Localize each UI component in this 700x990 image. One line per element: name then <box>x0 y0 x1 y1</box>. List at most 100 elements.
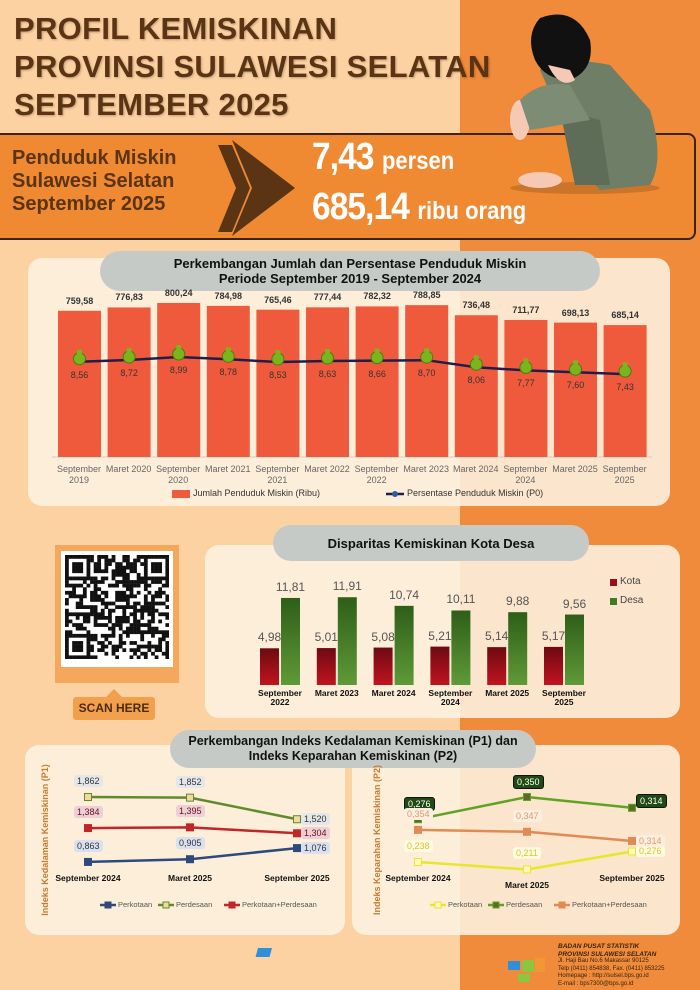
legend-label-line: Persentase Penduduk Miskin (P0) <box>407 488 544 498</box>
x-tick-label: September 2020 <box>156 464 201 485</box>
data-point-marker <box>186 823 194 832</box>
money-bag-icon-top <box>225 347 231 352</box>
bar-desa <box>394 605 414 685</box>
data-point-marker <box>186 793 194 802</box>
data-label: 0,354 <box>404 807 433 820</box>
bar-value-label: 5,21 <box>428 628 452 643</box>
bar-value-label: 5,08 <box>371 629 395 644</box>
legend-label: Perkotaan+Perdesaan <box>242 900 317 909</box>
legend-swatch-bar <box>172 490 190 498</box>
bar-jumlah <box>58 310 101 457</box>
org-homepage-link[interactable]: Homepage : http://sulsel.bps.go.id <box>558 973 649 979</box>
bar-jumlah <box>554 322 597 457</box>
data-point-marker <box>414 825 422 834</box>
data-label: 1,304 <box>301 827 330 840</box>
legend-label: Perdesaan <box>506 900 543 909</box>
data-label: 1,862 <box>74 775 103 787</box>
scan-pointer <box>106 689 122 697</box>
bar-value-label: 5,14 <box>485 629 509 644</box>
bar-value-label: 765,46 <box>264 294 292 305</box>
bar-value-label: 776,83 <box>115 292 143 303</box>
bar-value-label: 782,32 <box>363 291 391 302</box>
x-tick-label: September 2024 <box>503 464 548 485</box>
legend-marker <box>228 901 236 909</box>
data-point-marker <box>523 793 531 801</box>
bar-value-label: 784,98 <box>214 290 243 301</box>
data-label: 0,314 <box>636 834 665 847</box>
legend-marker <box>162 901 170 909</box>
money-bag-icon-top <box>77 349 82 354</box>
bar-value-label: 788,85 <box>412 290 441 301</box>
x-tick-label: September 2024 <box>428 688 473 707</box>
data-point-marker <box>628 836 636 845</box>
x-tick-label: Maret 2025 <box>552 464 598 474</box>
legend-marker <box>434 901 442 909</box>
count-unit: ribu orang <box>417 197 527 225</box>
line-value-label: 8,70 <box>417 368 436 379</box>
x-tick-label: September 2022 <box>258 688 302 707</box>
line-p0 <box>79 355 626 376</box>
bar-jumlah <box>504 319 548 457</box>
bar-jumlah <box>454 315 498 457</box>
qr-code[interactable] <box>65 555 170 660</box>
line-value-label: 8,63 <box>318 368 337 379</box>
bar-desa <box>337 597 357 685</box>
bar-value-label: 9,88 <box>506 594 530 609</box>
title-line: PROVINSI SULAWESI SELATAN <box>14 49 491 84</box>
line-value-label: 8,06 <box>467 375 486 386</box>
legend-marker <box>104 901 112 909</box>
count-stat: 685,14 ribu orang <box>312 186 526 229</box>
org-email-link[interactable]: E-mail : bps7300@bps.go.id <box>558 980 634 987</box>
count-value: 685,14 <box>312 186 410 228</box>
qr-code-frame <box>55 545 179 683</box>
bar-value-label: 11,91 <box>332 579 362 594</box>
title-line: Perkembangan Jumlah dan Persentase Pendu… <box>173 256 527 271</box>
bar-desa <box>565 614 584 685</box>
bar-value-label: 10,11 <box>446 592 476 607</box>
line-value-label: 7,77 <box>517 378 535 389</box>
bar-jumlah <box>405 305 449 457</box>
title-line: PROFIL KEMISKINAN <box>14 11 338 46</box>
line-value-label: 8,53 <box>269 370 287 381</box>
data-label: 1,852 <box>176 775 205 788</box>
x-tick-label: Maret 2023 <box>403 464 449 474</box>
percent-stat: 7,43 persen <box>312 136 454 179</box>
org-name: BADAN PUSAT STATISTIK <box>558 943 640 950</box>
data-label: 0,863 <box>74 839 103 852</box>
legend-swatch <box>610 598 617 605</box>
money-bag-icon-top <box>573 360 578 365</box>
bar-value-label: 9,56 <box>562 596 587 611</box>
highlight-label: Penduduk Miskin Sulawesi Selatan Septemb… <box>12 147 176 216</box>
data-label: 1,076 <box>301 842 330 855</box>
x-tick-label: September 2022 <box>354 464 399 485</box>
org-address: Jl. Haji Bau No.6 Makassar 90125 <box>558 958 649 964</box>
bar-jumlah <box>355 306 399 457</box>
x-tick-label: September 2025 <box>542 688 586 707</box>
x-tick-label: September 2024 <box>55 873 121 883</box>
bar-kota <box>430 646 450 685</box>
legend-marker <box>558 901 566 909</box>
bar-kota <box>544 646 563 685</box>
data-point-marker <box>628 803 636 812</box>
bar-value-label: 759,58 <box>65 295 94 306</box>
footer-org: BADAN PUSAT STATISTIK PROVINSI SULAWESI … <box>558 943 665 988</box>
money-bag-icon-top <box>275 350 281 355</box>
data-point-marker <box>293 829 301 838</box>
p1-p2-section-title: Perkembangan Indeks Kedalaman Kemiskinan… <box>170 730 536 768</box>
x-tick-label: September 2025 <box>602 464 647 485</box>
x-tick-label: Maret 2024 <box>371 688 416 698</box>
scan-here-button[interactable]: SCAN HERE <box>73 697 155 720</box>
x-tick-label: Maret 2022 <box>304 464 350 474</box>
bar-kota <box>316 648 336 685</box>
y-axis-label: Indeks Keparahan Kemiskinan (P2) <box>372 764 382 916</box>
x-tick-label: Maret 2025 <box>485 688 530 698</box>
bar-desa <box>451 610 471 685</box>
bar-value-label: 685,14 <box>611 310 639 321</box>
chart-jumlah-title: Perkembangan Jumlah dan Persentase Pendu… <box>100 251 600 291</box>
bar-value-label: 698,13 <box>561 307 590 318</box>
data-label: 0,347 <box>513 809 542 822</box>
percent-value: 7,43 <box>312 136 374 178</box>
money-bag-icon-top <box>325 348 330 353</box>
bar-value-label: 711,77 <box>512 304 540 315</box>
